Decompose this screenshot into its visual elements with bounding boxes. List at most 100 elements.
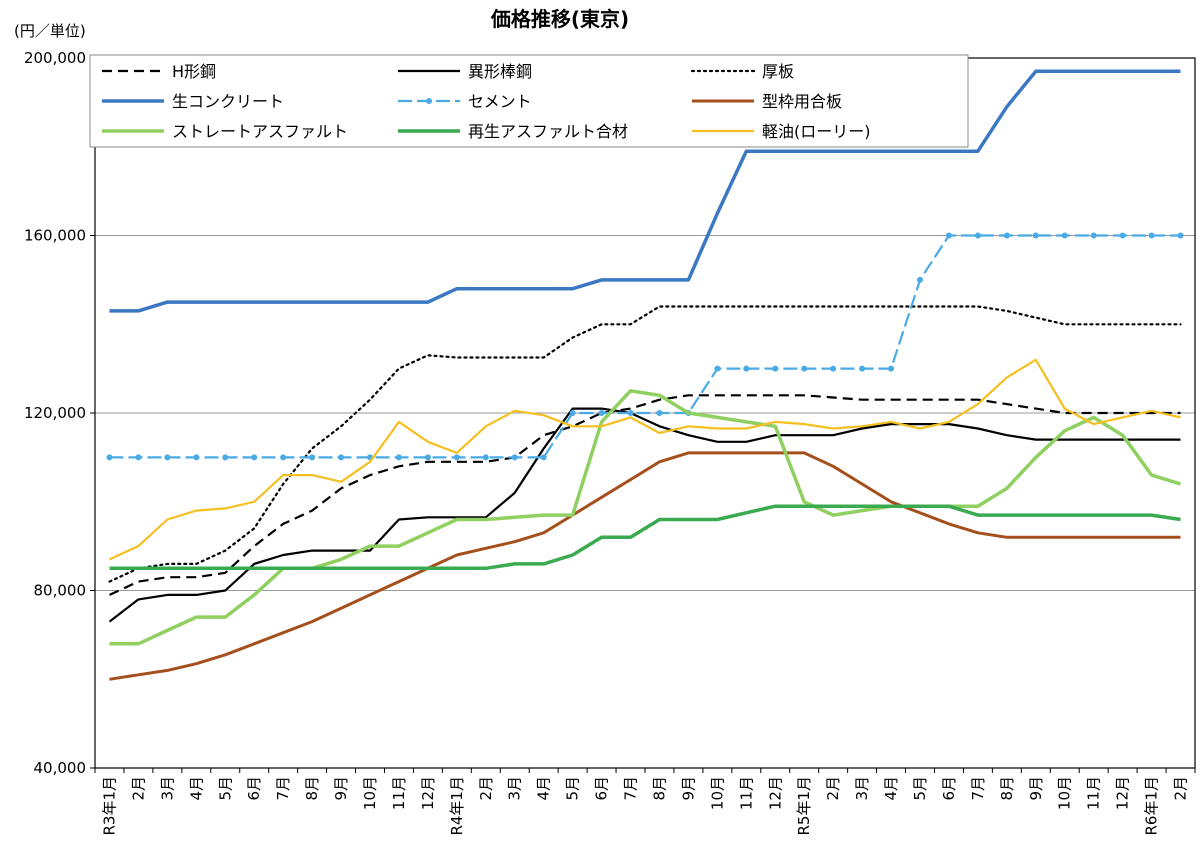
x-tick-label: 8月 (650, 776, 668, 801)
series-point (395, 454, 402, 461)
legend-box (89, 54, 969, 148)
series-point (338, 454, 345, 461)
series-point (482, 454, 489, 461)
series-line (109, 69, 1181, 313)
series-point (859, 365, 866, 372)
x-axis-ticks: R3年1月 2月 3月 4月 5月 6月 7月 8月 9月 10月 11月 12月 R4年1月 2月 3月 4… (94, 768, 1196, 836)
x-tick-label: R4年1月 (448, 776, 466, 836)
series-point (743, 365, 750, 372)
x-tick-label: 3月 (853, 776, 871, 801)
y-axis-unit-label: (円／単位) (14, 22, 86, 40)
series-point (569, 410, 576, 416)
series-point (424, 454, 431, 461)
x-tick-label: 2月 (824, 776, 842, 801)
x-tick-label: 10月 (1056, 776, 1074, 810)
series-line (109, 389, 1182, 646)
x-tick-label: 11月 (1085, 776, 1103, 810)
series-point (453, 454, 460, 461)
series-point (830, 365, 837, 372)
legend-label: 再生アスファルト合材 (468, 122, 628, 141)
x-tick-label: 6月 (245, 776, 263, 801)
series-point (1090, 232, 1097, 239)
series-point (1119, 232, 1126, 239)
series-lines (106, 69, 1184, 681)
x-tick-label: 2月 (129, 776, 147, 801)
series-point (917, 276, 923, 283)
x-tick-label: 10月 (708, 776, 726, 810)
x-tick-label: 4月 (882, 776, 900, 801)
y-tick-label: 200,000 (24, 49, 86, 67)
x-tick-label: 7月 (969, 776, 987, 801)
x-tick-label: 5月 (216, 776, 234, 801)
x-tick-label: 7月 (622, 776, 640, 801)
x-tick-label: 2月 (477, 776, 495, 801)
x-tick-label: 4月 (535, 776, 553, 801)
x-tick-label: 11月 (737, 776, 755, 810)
series-point (251, 454, 258, 461)
legend-label: 軽油(ローリー) (762, 122, 871, 141)
series-point (1032, 232, 1039, 239)
x-tick-label: 10月 (361, 776, 379, 810)
x-tick-label: 5月 (564, 776, 582, 801)
series-point (656, 410, 663, 416)
series-line (108, 407, 1181, 623)
series-point (801, 365, 808, 372)
series-line (108, 305, 1182, 583)
series-line (109, 358, 1181, 561)
x-tick-label: 2月 (1172, 776, 1190, 801)
series-point (627, 410, 634, 416)
x-tick-label: 9月 (332, 776, 350, 801)
series-point (309, 454, 316, 461)
x-tick-label: 3月 (506, 776, 524, 801)
x-tick-label: R3年1月 (100, 776, 118, 836)
x-tick-label: 4月 (187, 776, 205, 801)
x-tick-label: 6月 (593, 776, 611, 801)
x-tick-label: R5年1月 (795, 776, 813, 836)
legend-label: 生コンクリート (172, 92, 284, 111)
x-tick-label: 9月 (679, 776, 697, 801)
x-tick-label: 12月 (1114, 776, 1132, 810)
legend-marker (426, 98, 432, 104)
legend-label: 厚板 (762, 62, 794, 81)
series-point (135, 454, 142, 461)
series-point (1003, 232, 1010, 239)
x-tick-label: 6月 (940, 776, 958, 801)
series-point (945, 232, 952, 239)
legend-label: 異形棒鋼 (468, 62, 532, 81)
legend-label: ストレートアスファルト (172, 122, 348, 141)
series-point (164, 454, 171, 461)
series-line (109, 504, 1181, 571)
series-line (109, 394, 1181, 596)
legend-label: セメント (468, 92, 532, 111)
y-tick-label: 120,000 (24, 404, 86, 422)
y-tick-label: 80,000 (34, 582, 87, 600)
chart-title: 価格推移(東京) (490, 7, 629, 31)
y-axis-ticks: 40,000 80,000 120,000 160,000 200,000 (24, 49, 95, 777)
x-tick-label: 12月 (419, 776, 437, 810)
x-tick-label: 9月 (1027, 776, 1045, 801)
x-tick-label: 7月 (274, 776, 292, 801)
series-point (1177, 232, 1184, 239)
x-tick-label: 8月 (998, 776, 1016, 801)
y-tick-label: 40,000 (34, 759, 87, 777)
series-point (511, 454, 518, 461)
x-tick-label: 12月 (766, 776, 784, 810)
series-line (109, 451, 1181, 681)
legend-label: 型枠用合板 (762, 92, 842, 111)
series-point (598, 410, 605, 416)
legend-label: H形鋼 (172, 62, 216, 81)
x-tick-label: R6年1月 (1143, 776, 1161, 836)
x-tick-label: 8月 (303, 776, 321, 801)
series-point (1148, 232, 1155, 239)
series-point (772, 365, 779, 372)
x-tick-label: 11月 (390, 776, 408, 810)
series-point (974, 232, 981, 239)
y-tick-label: 160,000 (24, 227, 86, 245)
series-point (222, 454, 229, 461)
series-point (106, 454, 113, 461)
series-point (714, 365, 721, 372)
series-point (888, 365, 895, 372)
x-tick-label: 5月 (911, 776, 929, 801)
